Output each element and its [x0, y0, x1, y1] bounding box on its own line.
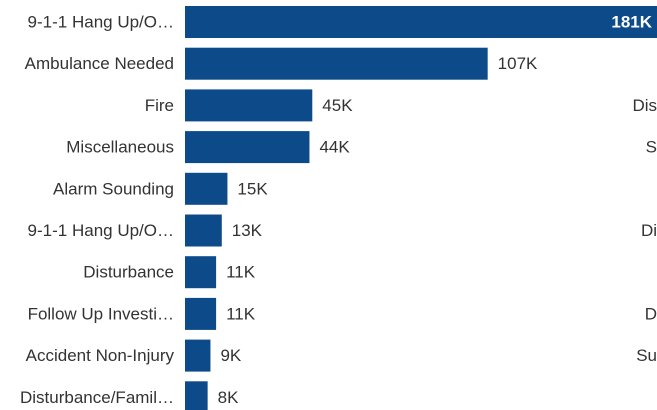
bar[interactable]: [185, 339, 211, 372]
category-label: 9-1-1 Hang Up/O…: [28, 13, 174, 32]
data-label: 9K: [220, 346, 241, 365]
category-label: Disturbance/Famil…: [20, 388, 174, 407]
clipped-edge-label: Su: [636, 346, 657, 365]
data-label: 11K: [226, 263, 256, 282]
category-label: Ambulance Needed: [25, 54, 174, 73]
category-label: Disturbance: [83, 263, 174, 282]
clipped-edge-label: D: [645, 304, 657, 323]
clipped-edge-label: S: [646, 138, 657, 157]
bar[interactable]: [185, 381, 208, 410]
bar[interactable]: [185, 131, 310, 164]
clipped-edge-label: Dis: [632, 96, 657, 115]
bar[interactable]: [185, 6, 657, 38]
bar[interactable]: [185, 172, 228, 205]
data-label: 8K: [218, 388, 239, 407]
data-label: 45K: [322, 96, 353, 115]
category-label: Miscellaneous: [66, 138, 174, 157]
data-label: 13K: [232, 221, 263, 240]
data-label: 107K: [498, 54, 538, 73]
bar[interactable]: [185, 47, 488, 80]
category-label: Follow Up Investi…: [28, 304, 174, 323]
data-label: 15K: [237, 179, 268, 198]
category-label: Accident Non-Injury: [26, 346, 175, 365]
bar[interactable]: [185, 297, 217, 330]
bar[interactable]: [185, 214, 222, 247]
data-label: 181K: [611, 13, 652, 32]
category-label: 9-1-1 Hang Up/O…: [28, 221, 174, 240]
data-label: 44K: [319, 138, 350, 157]
data-label: 11K: [226, 304, 256, 323]
category-label: Alarm Sounding: [53, 179, 174, 198]
bar[interactable]: [185, 256, 217, 289]
bars-layer: [185, 6, 657, 410]
category-label: Fire: [145, 96, 174, 115]
bar[interactable]: [185, 89, 313, 122]
labels-layer: 9-1-1 Hang Up/O… 181K Ambulance Needed 107K…: [20, 13, 657, 407]
clipped-edge-label: Di: [641, 221, 657, 240]
